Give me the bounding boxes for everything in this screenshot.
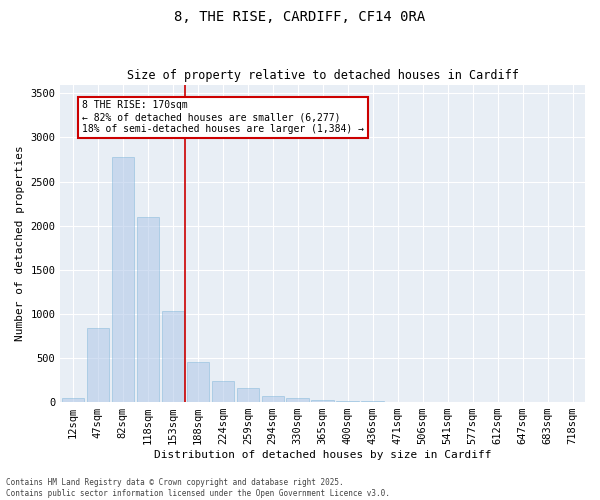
Bar: [286, 398, 309, 402]
Bar: [262, 396, 284, 402]
Title: Size of property relative to detached houses in Cardiff: Size of property relative to detached ho…: [127, 69, 518, 82]
Text: Contains HM Land Registry data © Crown copyright and database right 2025.
Contai: Contains HM Land Registry data © Crown c…: [6, 478, 390, 498]
Text: 8 THE RISE: 170sqm
← 82% of detached houses are smaller (6,277)
18% of semi-deta: 8 THE RISE: 170sqm ← 82% of detached hou…: [82, 100, 364, 134]
X-axis label: Distribution of detached houses by size in Cardiff: Distribution of detached houses by size …: [154, 450, 491, 460]
Bar: [212, 381, 234, 402]
Bar: [187, 362, 209, 402]
Bar: [236, 388, 259, 402]
Bar: [62, 398, 84, 402]
Text: 8, THE RISE, CARDIFF, CF14 0RA: 8, THE RISE, CARDIFF, CF14 0RA: [175, 10, 425, 24]
Bar: [137, 217, 159, 402]
Bar: [86, 328, 109, 402]
Bar: [161, 311, 184, 402]
Y-axis label: Number of detached properties: Number of detached properties: [15, 146, 25, 341]
Bar: [337, 401, 359, 402]
Bar: [361, 401, 384, 402]
Bar: [311, 400, 334, 402]
Bar: [112, 157, 134, 402]
